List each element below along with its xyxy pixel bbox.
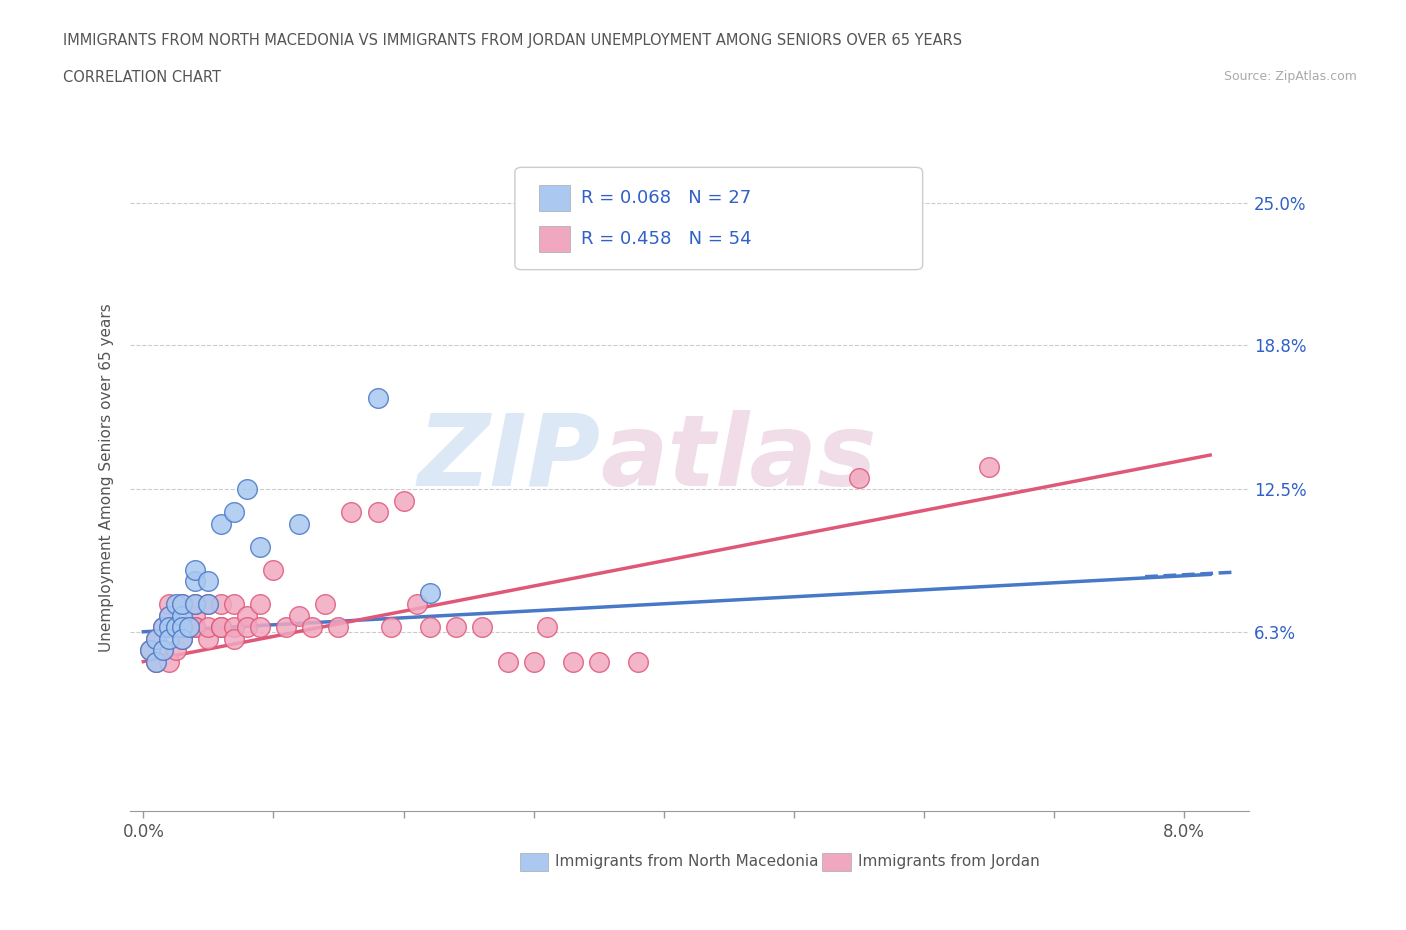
Text: R = 0.068   N = 27: R = 0.068 N = 27 (581, 189, 751, 207)
Point (197, 597, 219, 612)
Text: CORRELATION CHART: CORRELATION CHART (63, 70, 221, 85)
Point (172, 597, 194, 612)
Point (848, 471, 870, 485)
Point (157, 608, 180, 623)
Point (561, 654, 583, 669)
Point (523, 654, 546, 669)
Point (157, 619, 180, 634)
Point (152, 643, 174, 658)
Point (184, 597, 207, 612)
Point (172, 619, 194, 634)
Point (224, 619, 246, 634)
Point (152, 643, 174, 658)
Point (209, 597, 232, 612)
Point (262, 563, 284, 578)
Point (145, 654, 167, 669)
Point (184, 619, 207, 634)
Point (145, 631, 167, 646)
Point (236, 608, 259, 623)
Point (328, 619, 350, 634)
Point (288, 608, 311, 623)
Point (340, 505, 363, 520)
Point (145, 631, 167, 646)
Point (152, 619, 174, 634)
Point (249, 597, 271, 612)
Point (172, 631, 194, 646)
Point (197, 619, 219, 634)
Point (209, 619, 232, 634)
Point (236, 482, 259, 497)
Point (152, 619, 174, 634)
Text: ZIP: ZIP (418, 409, 600, 507)
Point (249, 539, 271, 554)
Point (172, 619, 194, 634)
Point (977, 459, 1000, 474)
Point (224, 505, 246, 520)
Point (139, 643, 162, 658)
Point (314, 597, 336, 612)
Point (157, 654, 180, 669)
Point (301, 619, 323, 634)
Point (165, 619, 187, 634)
Point (367, 505, 389, 520)
Point (172, 597, 194, 612)
Point (184, 619, 207, 634)
Point (536, 619, 558, 634)
Point (197, 597, 219, 612)
Point (145, 654, 167, 669)
Point (157, 631, 180, 646)
Y-axis label: Unemployment Among Seniors over 65 years: Unemployment Among Seniors over 65 years (100, 303, 114, 652)
Point (276, 619, 298, 634)
Point (165, 597, 187, 612)
Point (419, 619, 441, 634)
Text: Source: ZipAtlas.com: Source: ZipAtlas.com (1223, 70, 1357, 83)
Text: R = 0.458   N = 54: R = 0.458 N = 54 (581, 230, 752, 248)
Point (197, 631, 219, 646)
Point (588, 654, 610, 669)
Point (224, 597, 246, 612)
Point (165, 619, 187, 634)
Point (157, 619, 180, 634)
Point (139, 643, 162, 658)
Point (367, 391, 389, 405)
Point (627, 654, 650, 669)
Point (184, 608, 207, 623)
Point (157, 608, 180, 623)
Point (157, 597, 180, 612)
Point (209, 619, 232, 634)
Point (380, 619, 402, 634)
Text: IMMIGRANTS FROM NORTH MACEDONIA VS IMMIGRANTS FROM JORDAN UNEMPLOYMENT AMONG SEN: IMMIGRANTS FROM NORTH MACEDONIA VS IMMIG… (63, 33, 962, 47)
Point (177, 619, 200, 634)
Point (197, 574, 219, 589)
Point (236, 619, 259, 634)
Point (405, 597, 427, 612)
Point (209, 516, 232, 531)
Point (419, 585, 441, 600)
Point (224, 631, 246, 646)
Text: Immigrants from North Macedonia: Immigrants from North Macedonia (555, 855, 818, 870)
Point (172, 619, 194, 634)
Point (172, 608, 194, 623)
Point (392, 494, 415, 509)
Point (184, 563, 207, 578)
Point (288, 516, 311, 531)
Text: atlas: atlas (600, 409, 877, 507)
Point (184, 597, 207, 612)
Text: Immigrants from Jordan: Immigrants from Jordan (858, 855, 1039, 870)
Point (184, 574, 207, 589)
Point (444, 619, 467, 634)
Point (471, 619, 494, 634)
Point (496, 654, 519, 669)
Point (249, 619, 271, 634)
Point (172, 631, 194, 646)
Point (165, 643, 187, 658)
